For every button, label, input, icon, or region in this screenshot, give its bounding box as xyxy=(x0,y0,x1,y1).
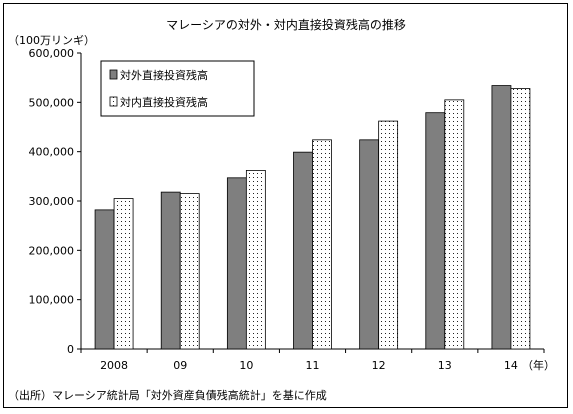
source-note: （出所）マレーシア統計局「対外資産負債残高統計」を基に作成 xyxy=(8,388,327,402)
bar-outward xyxy=(425,112,446,350)
chart-frame: マレーシアの対外・対内直接投資残高の推移 （100万リンギ） 0 100,000 2… xyxy=(3,3,568,408)
y-tick-label: 300,000 xyxy=(29,195,75,208)
bar-outward xyxy=(160,191,181,350)
y-tick-label: 400,000 xyxy=(29,146,75,159)
legend-label-inward: 対内直接投資残高 xyxy=(120,95,208,109)
bar-inward xyxy=(113,198,134,350)
bar-outward xyxy=(226,177,247,350)
bar-chart: マレーシアの対外・対内直接投資残高の推移 （100万リンギ） 0 100,000 2… xyxy=(8,17,555,402)
legend: 対外直接投資残高 対内直接投資残高 xyxy=(100,60,255,117)
bar-outward xyxy=(491,85,512,350)
bars xyxy=(94,85,531,350)
bar-outward xyxy=(359,139,380,350)
bar-inward xyxy=(179,193,200,350)
x-tick-label: 14 xyxy=(504,359,518,372)
x-ticks: 2008 09 10 11 12 13 14 xyxy=(80,349,545,372)
x-tick-label: 10 xyxy=(239,359,253,372)
y-tick-label: 200,000 xyxy=(29,244,75,257)
bar-inward xyxy=(312,139,332,350)
bar-inward xyxy=(444,99,465,350)
chart-title: マレーシアの対外・対内直接投資残高の推移 xyxy=(166,17,406,32)
legend-box xyxy=(100,60,255,117)
legend-label-outward: 対外直接投資残高 xyxy=(120,68,208,82)
y-unit-label: （100万リンギ） xyxy=(8,34,95,47)
y-tick-label: 600,000 xyxy=(29,47,75,60)
bar-outward xyxy=(293,151,313,350)
legend-swatch-inward xyxy=(109,96,118,107)
y-tick-label: 0 xyxy=(67,343,74,356)
x-tick-label: 13 xyxy=(438,359,452,372)
x-tick-label: 12 xyxy=(372,359,386,372)
x-tick-label: 09 xyxy=(173,359,187,372)
bar-inward xyxy=(245,170,266,350)
bar-inward xyxy=(510,88,531,350)
y-tick-label: 500,000 xyxy=(29,96,75,109)
y-ticks: 0 100,000 200,000 300,000 400,000 500,000 600,… xyxy=(29,47,81,356)
x-unit-label: （年） xyxy=(522,358,555,372)
x-tick-label: 11 xyxy=(306,359,320,372)
y-tick-label: 100,000 xyxy=(29,294,75,307)
bar-outward xyxy=(94,209,115,350)
x-tick-label: 2008 xyxy=(100,359,128,372)
bar-inward xyxy=(378,120,399,350)
legend-swatch-outward xyxy=(109,69,118,80)
